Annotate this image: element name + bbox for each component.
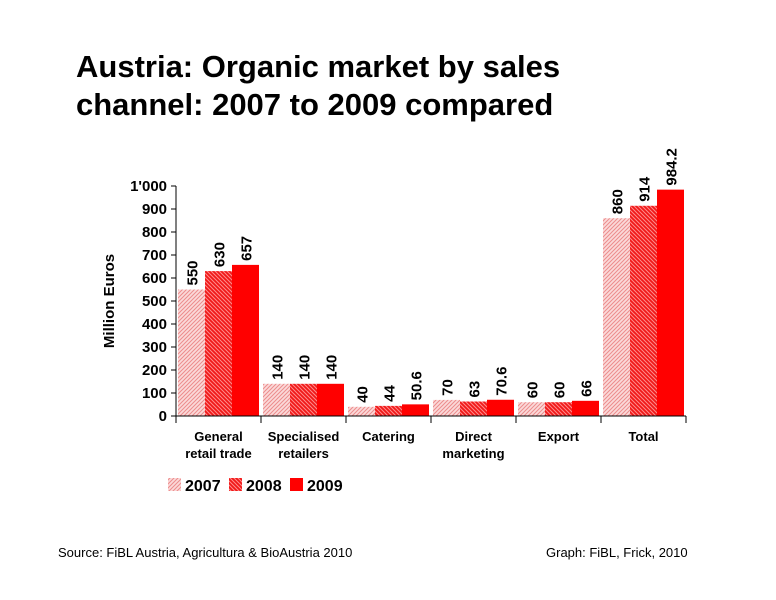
bar-2008 bbox=[460, 401, 487, 416]
y-tick-label: 600 bbox=[142, 270, 167, 287]
legend-label-2007: 2007 bbox=[185, 478, 221, 495]
bar-2007 bbox=[263, 383, 290, 416]
data-label-2009: 140 bbox=[324, 355, 341, 380]
y-tick-label: 400 bbox=[142, 316, 167, 333]
data-label-2007: 70 bbox=[440, 379, 457, 396]
x-tick-label: General bbox=[194, 429, 242, 444]
data-label-2008: 630 bbox=[212, 242, 229, 267]
data-label-2009: 50.6 bbox=[409, 371, 426, 400]
legend-swatch-2008 bbox=[229, 478, 242, 491]
y-tick-label: 500 bbox=[142, 293, 167, 310]
y-tick-label: 100 bbox=[142, 385, 167, 402]
data-label-2008: 44 bbox=[382, 385, 399, 402]
data-label-2009: 70.6 bbox=[494, 367, 511, 396]
bar-2007 bbox=[348, 406, 375, 416]
data-label-2007: 860 bbox=[610, 189, 627, 214]
bar-2009 bbox=[657, 189, 684, 416]
y-tick-label: 1'000 bbox=[130, 178, 167, 195]
bar-2008 bbox=[630, 205, 657, 416]
legend-swatch-2007 bbox=[168, 478, 181, 491]
x-tick-label: Catering bbox=[362, 429, 415, 444]
data-label-2008: 914 bbox=[637, 176, 654, 202]
graph-credit: Graph: FiBL, Frick, 2010 bbox=[546, 545, 688, 560]
y-tick-label: 800 bbox=[142, 224, 167, 241]
bar-2008 bbox=[205, 271, 232, 416]
legend-label-2008: 2008 bbox=[246, 478, 282, 495]
data-label-2009: 984.2 bbox=[664, 148, 681, 186]
y-tick-label: 200 bbox=[142, 362, 167, 379]
legend-swatch-2009 bbox=[290, 478, 303, 491]
bar-2009 bbox=[402, 404, 429, 416]
x-tick-label: Direct bbox=[455, 429, 493, 444]
x-tick-label: marketing bbox=[442, 446, 504, 461]
source-note: Source: FiBL Austria, Agricultura & BioA… bbox=[58, 545, 353, 560]
x-tick-label: retailers bbox=[278, 446, 329, 461]
x-tick-label: Total bbox=[628, 429, 658, 444]
page-title: Austria: Organic market by sales channel… bbox=[76, 48, 560, 124]
bar-2007 bbox=[518, 402, 545, 416]
bar-2009 bbox=[317, 383, 344, 416]
data-label-2009: 657 bbox=[239, 236, 256, 261]
title-line-1: Austria: Organic market by sales bbox=[76, 49, 561, 84]
y-tick-label: 700 bbox=[142, 247, 167, 264]
x-tick-label: retail trade bbox=[185, 446, 251, 461]
data-label-2007: 550 bbox=[185, 260, 202, 285]
bar-2007 bbox=[178, 289, 205, 416]
data-label-2007: 60 bbox=[525, 382, 542, 399]
bar-2008 bbox=[290, 383, 317, 416]
data-label-2009: 66 bbox=[579, 380, 596, 397]
y-tick-label: 0 bbox=[159, 408, 167, 425]
bar-2008 bbox=[375, 405, 402, 416]
bar-2009 bbox=[572, 400, 599, 416]
x-tick-label: Specialised bbox=[268, 429, 340, 444]
y-tick-label: 300 bbox=[142, 339, 167, 356]
bar-2007 bbox=[603, 218, 630, 416]
data-label-2008: 140 bbox=[297, 355, 314, 380]
data-label-2008: 60 bbox=[552, 382, 569, 399]
bar-2008 bbox=[545, 402, 572, 416]
data-label-2008: 63 bbox=[467, 381, 484, 398]
y-tick-label: 900 bbox=[142, 201, 167, 218]
legend-label-2009: 2009 bbox=[307, 478, 343, 495]
x-tick-label: Export bbox=[538, 429, 580, 444]
bar-2009 bbox=[487, 399, 514, 416]
title-line-2: channel: 2007 to 2009 compared bbox=[76, 87, 554, 122]
data-label-2007: 40 bbox=[355, 386, 372, 403]
data-label-2007: 140 bbox=[270, 355, 287, 380]
bar-2009 bbox=[232, 264, 259, 416]
bar-2007 bbox=[433, 399, 460, 416]
y-axis-label: Million Euros bbox=[101, 254, 118, 348]
